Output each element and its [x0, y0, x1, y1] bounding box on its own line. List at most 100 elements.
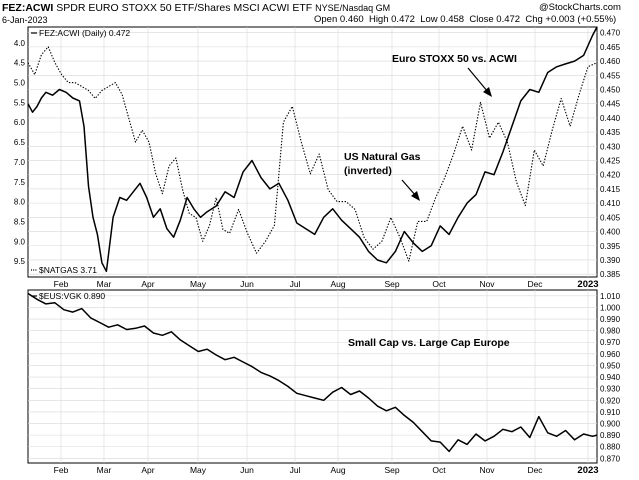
annotation-eurostoxx: Euro STOXX 50 vs. ACWI — [392, 53, 517, 65]
y-left-tick-label: 8.0 — [14, 198, 26, 207]
x-tick-label: Dec — [527, 279, 543, 289]
x-tick-label: Nov — [479, 465, 495, 475]
y-left-tick-label: 7.5 — [14, 178, 26, 187]
annotation-arrow — [401, 179, 417, 197]
y-right-tick-label: 0.425 — [600, 157, 621, 166]
high-value: 0.472 — [391, 14, 415, 25]
plot-frame — [27, 289, 598, 464]
open-label: Open — [314, 14, 338, 25]
x-tick-label: May — [190, 465, 207, 475]
y-right-tick-label: 0.900 — [600, 420, 621, 429]
y-left-tick-label: 6.0 — [14, 118, 26, 127]
open-value: 0.460 — [339, 14, 364, 25]
y-right-tick-label: 0.440 — [600, 114, 621, 123]
x-tick-label: Jun — [240, 465, 254, 475]
x-tick-label: Apr — [141, 465, 154, 475]
x-tick-label: Feb — [54, 465, 69, 475]
legend-item: FEZ:ACWI (Daily) 0.472 — [31, 28, 130, 38]
y-right-tick-label: 1.010 — [600, 292, 621, 301]
series-line-natgas — [27, 46, 598, 262]
y-left-tick-label: 9.5 — [14, 257, 26, 266]
symbol: FEZ:ACWI — [2, 2, 54, 14]
annotation-arrowhead — [483, 87, 492, 97]
y-right-tick-label: 0.395 — [600, 242, 621, 251]
x-tick-label: 2023 — [577, 465, 598, 476]
x-tick-label: Aug — [330, 279, 345, 289]
y-right-tick-label: 0.940 — [600, 373, 621, 382]
y-right-tick-label: 0.980 — [600, 327, 621, 336]
y-left-tick-label: 7.0 — [14, 158, 26, 167]
annotation-natgas-sub: (inverted) — [344, 165, 392, 177]
x-tick-label: Jun — [240, 279, 254, 289]
y-left-tick-label: 5.5 — [14, 98, 26, 107]
panel-top: Feb Mar Apr May Jun Jul Aug Sep Oct Nov Dec 2023 0.4… — [14, 26, 621, 290]
x-tick-label: Sep — [384, 279, 399, 289]
y-right-tick-label: 0.910 — [600, 408, 621, 417]
ohlc-readout: Open 0.460 High 0.472 Low 0.458 Close 0.… — [314, 14, 616, 25]
y-right-tick-label: 0.455 — [600, 71, 621, 80]
y-right-tick-label: 0.465 — [600, 43, 621, 52]
y-right-tick-label: 0.870 — [600, 454, 621, 463]
y-right-tick-label: 0.435 — [600, 128, 621, 137]
y-right-tick-label: 0.400 — [600, 228, 621, 237]
x-tick-label: Jul — [290, 465, 301, 475]
x-tick-label: Mar — [97, 279, 112, 289]
series-line — [27, 292, 598, 453]
x-tick-label: Sep — [384, 465, 399, 475]
y-left-tick-label: 6.5 — [14, 138, 26, 147]
chart-header: FEZ:ACWI SPDR EURO STOXX 50 ETF/Shares M… — [2, 2, 390, 14]
y-right-tick-label: 0.970 — [600, 338, 621, 347]
series-line — [27, 26, 598, 273]
plot-frame — [27, 26, 598, 278]
legend-label: FEZ:ACWI (Daily) 0.472 — [39, 28, 130, 38]
y-right-tick-label: 0.960 — [600, 350, 621, 359]
low-label: Low — [420, 14, 438, 25]
y-right-tick-label: 0.420 — [600, 171, 621, 180]
chart-date: 6-Jan-2023 — [2, 15, 48, 25]
chg-label: Chg — [525, 14, 543, 25]
y-left-tick-label: 8.5 — [14, 217, 26, 226]
y-right-tick-label: 0.890 — [600, 431, 621, 440]
y-right-tick-label: 0.450 — [600, 86, 621, 95]
legend-label: $NATGAS 3.71 — [39, 265, 97, 275]
low-value: 0.458 — [440, 14, 465, 25]
x-tick-label: Nov — [479, 279, 495, 289]
exchange: NYSE/Nasdaq GM — [315, 3, 391, 13]
description: SPDR EURO STOXX 50 ETF/Shares MSCI ACWI … — [56, 2, 313, 14]
y-left-tick-label: 4.0 — [14, 39, 26, 48]
panel-bottom: Feb Mar Apr May Jun Jul Aug Sep Oct Nov Dec 2023 1.0… — [27, 289, 621, 476]
annotation-natgas: US Natural Gas — [344, 151, 421, 163]
watermark: @StockCharts.com — [539, 2, 621, 13]
x-tick-label: Mar — [97, 465, 112, 475]
y-right-tick-label: 0.385 — [600, 270, 621, 279]
y-right-tick-label: 0.470 — [600, 29, 621, 38]
y-right-tick-label: 0.950 — [600, 361, 621, 370]
y-right-tick-label: 0.405 — [600, 213, 621, 222]
y-right-tick-label: 0.445 — [600, 100, 621, 109]
x-tick-label: 2023 — [577, 279, 598, 290]
y-right-tick-label: 0.390 — [600, 256, 621, 265]
y-right-tick-label: 0.990 — [600, 315, 621, 324]
y-right-tick-label: 0.415 — [600, 185, 621, 194]
y-left-tick-label: 4.5 — [14, 59, 26, 68]
x-tick-label: Apr — [141, 279, 154, 289]
close-value: 0.472 — [496, 14, 521, 25]
legend-item: $NATGAS 3.71 — [31, 265, 97, 275]
chg-value: +0.003 (+0.55%) — [545, 14, 617, 25]
y-left-tick-label: 5.0 — [14, 79, 26, 88]
annotation-smallcap: Small Cap vs. Large Cap Europe — [348, 337, 510, 349]
y-right-tick-label: 0.880 — [600, 443, 621, 452]
y-right-tick-label: 0.920 — [600, 396, 621, 405]
x-tick-label: Jul — [290, 279, 301, 289]
high-label: High — [368, 14, 389, 25]
annotation-arrow — [467, 67, 489, 93]
legend-item: $EUS:VGK 0.890 — [31, 291, 105, 301]
y-right-tick-label: 1.000 — [600, 303, 621, 312]
y-right-tick-label: 0.430 — [600, 142, 621, 151]
x-tick-label: Dec — [527, 465, 543, 475]
legend-label: $EUS:VGK 0.890 — [39, 291, 105, 301]
x-tick-label: Oct — [432, 279, 446, 289]
y-right-tick-label: 0.410 — [600, 199, 621, 208]
close-label: Close — [469, 14, 494, 25]
